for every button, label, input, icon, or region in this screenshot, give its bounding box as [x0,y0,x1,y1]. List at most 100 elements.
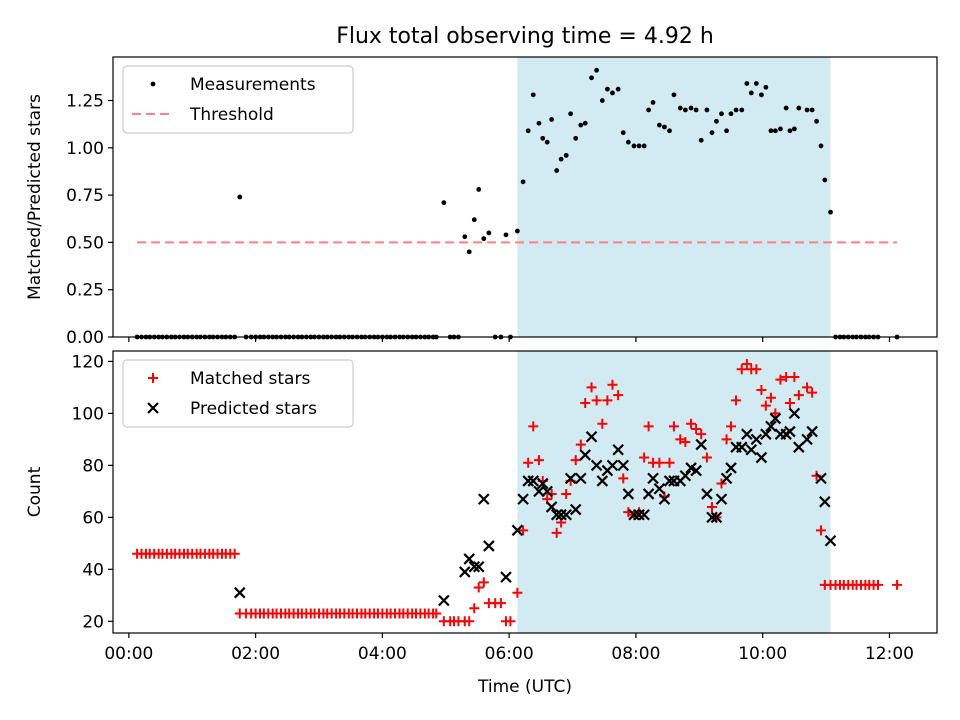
matched-star-point [613,390,624,401]
predicted-star-point [663,475,676,487]
y-tick-label: 120 [72,352,104,372]
predicted-star-point [765,420,777,433]
measurement-point [739,107,745,113]
x-tick-label: 10:00 [738,644,787,664]
measurement-point [544,139,550,145]
shaded-interval [517,57,831,337]
x-tick-label: 00:00 [104,644,153,664]
matched-star-point [575,439,586,450]
x-axis-label: Time (UTC) [477,677,572,697]
predicted-star-point [815,472,827,485]
measurement-point [636,143,642,149]
matched-star-point [464,616,475,627]
matched-star-point [586,382,597,393]
matched-star-point [691,423,702,434]
predicted-star-point [500,571,512,583]
predicted-star-point [517,493,529,505]
predicted-star-point [690,464,702,477]
matched-star-point [551,527,562,538]
matched-star-point [765,392,776,403]
matched-star-point [561,488,572,499]
predicted-star-point [459,566,471,578]
measurement-point [441,200,447,206]
matched-star-point [528,421,539,432]
measurement-point [462,234,468,240]
measurement-point [594,67,600,73]
matched-star-point [478,577,489,588]
measurement-point [733,107,739,113]
matched-star-point [760,400,771,411]
matched-star-point [680,436,691,447]
predicted-star-point [760,428,772,440]
predicted-star-point [596,475,609,487]
measurement-point [563,152,569,158]
measurement-point [525,128,531,134]
measurement-point [744,81,750,86]
predicted-star-point [755,451,768,464]
measurement-point [724,128,729,134]
predicted-star-point [741,428,753,440]
predicted-star-point [511,524,524,537]
predicted-star-point [478,493,490,505]
matched-star-point [512,587,523,598]
matched-star-point [816,525,827,536]
measurement-point [698,137,704,143]
predicted-star-point [745,443,758,456]
measurement-point [719,111,724,117]
predicted-star-point [541,485,553,498]
measurement-point [582,120,588,126]
predicted-star-point [824,534,837,547]
measurement-point [536,120,542,126]
x-tick-label: 12:00 [865,644,914,664]
predicted-star-point [769,412,782,425]
y-tick-label: 20 [82,612,104,632]
matched-star-point [664,457,675,468]
predicted-star-point [622,488,635,500]
legend-box [122,65,354,134]
predicted-star-point [612,443,624,456]
predicted-star-point [555,508,567,521]
measurement-point [787,128,793,134]
matched-star-point [602,395,613,406]
measurement-point [568,111,574,117]
measurement-point [237,194,243,200]
top-panel: 0.00 0.25 0.50 0.75 1.00 1.25 Matched/Predicte… [25,56,938,348]
matched-star-point [533,455,544,466]
axes-frame [112,350,938,634]
measurement-point [514,228,520,234]
predicted-star-point [642,488,655,500]
matched-star-point [696,429,707,440]
predicted-star-point [679,469,692,482]
predicted-star-point [658,493,671,505]
predicted-star-point [463,553,475,565]
legend-label: Matched stars [190,369,310,389]
predicted-star-point [801,433,813,446]
predicted-star-point [472,560,485,573]
measurement-point [650,100,656,105]
measurement-point [763,84,769,90]
y-tick-label: 1.00 [66,139,104,159]
matched-star-point [607,379,618,390]
predicted-star-point [806,425,818,438]
matched-star-point [686,418,697,429]
matched-star-point [591,395,602,406]
predicted-star-point [695,438,707,451]
measurement-point [549,117,555,122]
matched-star-point [873,579,884,590]
predicted-star-point [536,477,549,490]
measurement-point [709,130,715,136]
measurement-point [667,128,672,134]
measurement-point [783,105,789,111]
measurement-point [573,135,579,141]
measurement-point [481,236,487,242]
predicted-star-point [564,472,577,485]
predicted-star-point [725,462,737,474]
predicted-star-point [533,485,545,498]
predicted-star-point [750,433,763,446]
matched-star-point [756,384,767,395]
measurement-point [768,128,774,134]
x-tick-label: 06:00 [485,644,534,664]
legend-label: Measurements [190,75,316,95]
predicted-star-point [590,459,603,472]
matched-star-point [229,548,240,559]
